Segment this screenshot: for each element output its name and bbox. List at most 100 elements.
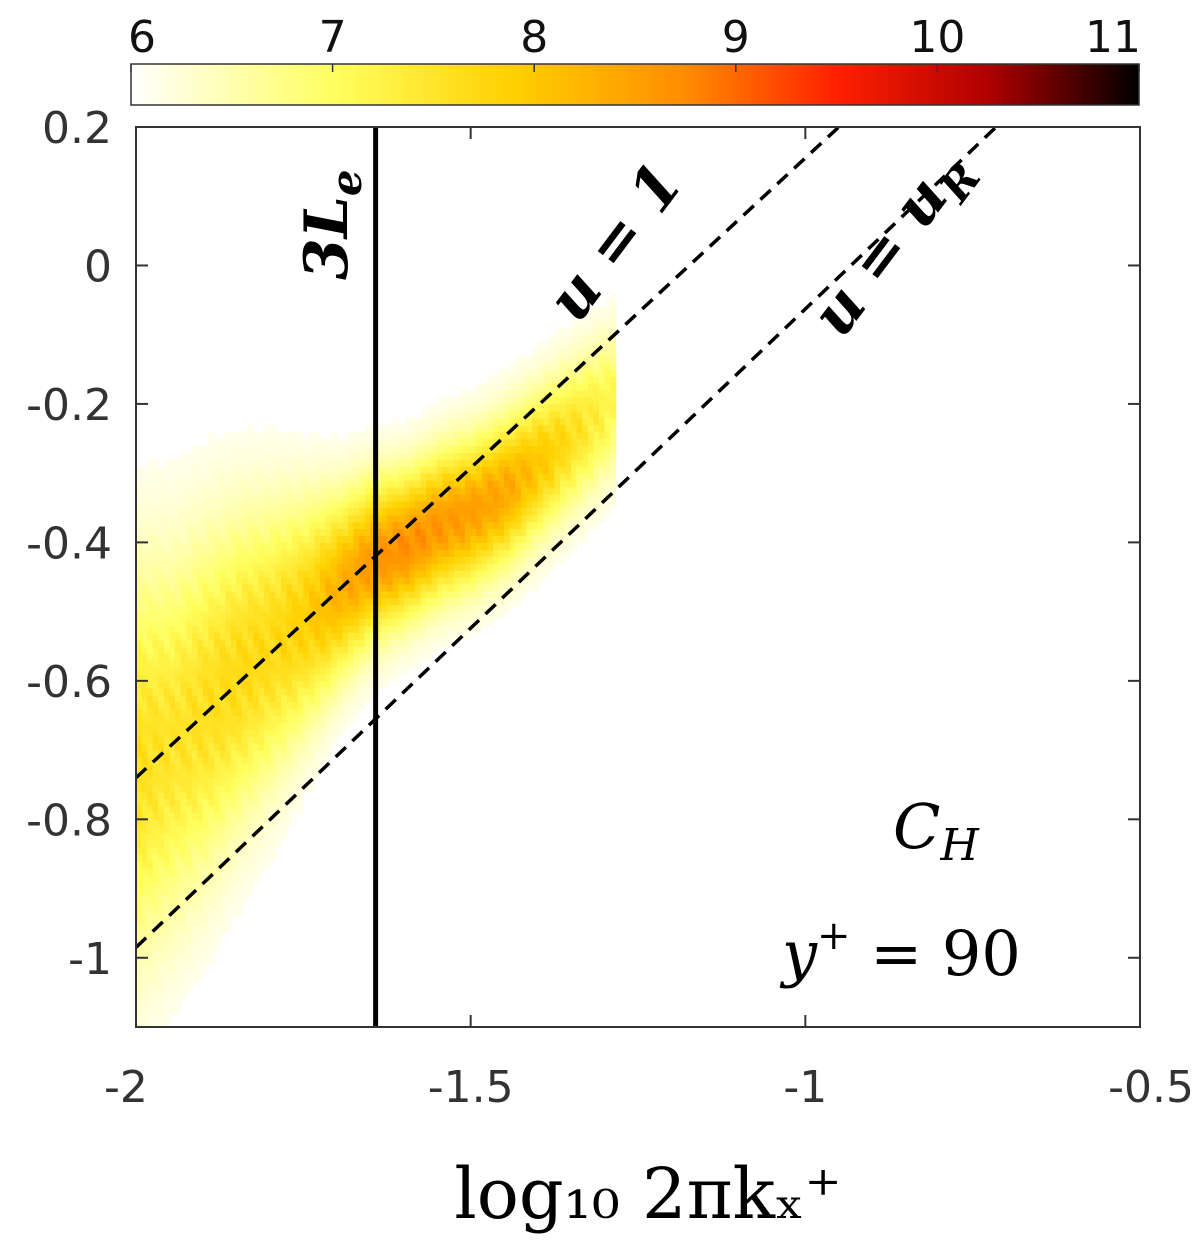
- heatmap-cell: [459, 570, 466, 578]
- heatmap-cell: [191, 833, 198, 841]
- heatmap-cell: [453, 431, 461, 440]
- heatmap-cell: [375, 639, 382, 647]
- heatmap-cell: [264, 611, 271, 620]
- heatmap-cell: [158, 535, 165, 543]
- heatmap-cell: [559, 514, 567, 523]
- heatmap-cell: [587, 403, 594, 412]
- heatmap-cell: [197, 473, 204, 481]
- heatmap-cell: [504, 397, 511, 405]
- heatmap-cell: [258, 507, 265, 516]
- heatmap-cell: [236, 611, 243, 620]
- heatmap-cell: [571, 424, 578, 433]
- heatmap-cell: [331, 521, 338, 530]
- heatmap-cell: [292, 694, 299, 703]
- heatmap-cell: [442, 417, 449, 426]
- heatmap-cell: [175, 812, 182, 820]
- heatmap-cell: [158, 819, 165, 827]
- heatmap-cell: [487, 403, 494, 412]
- heatmap-cell: [147, 860, 154, 869]
- heatmap-cell: [571, 397, 578, 405]
- heatmap-cell: [297, 445, 304, 453]
- heatmap-cell: [303, 694, 310, 703]
- heatmap-cell: [571, 500, 578, 509]
- heatmap-cell: [604, 473, 611, 481]
- heatmap-cell: [470, 473, 477, 481]
- heatmap-cell: [186, 660, 193, 668]
- heatmap-cell: [610, 320, 617, 329]
- heatmap-cell: [559, 528, 567, 536]
- heatmap-cell: [565, 459, 572, 467]
- heatmap-cell: [593, 452, 600, 460]
- heatmap-cell: [242, 438, 249, 446]
- heatmap-cell: [281, 507, 288, 516]
- heatmap-cell: [152, 909, 159, 917]
- heatmap-cell: [348, 431, 355, 440]
- heatmap-cell: [426, 473, 433, 481]
- heatmap-cell: [520, 355, 528, 363]
- heatmap-cell: [381, 507, 388, 516]
- heatmap-cell: [442, 611, 449, 620]
- heatmap-cell: [163, 507, 171, 516]
- heatmap-cell: [191, 812, 198, 820]
- heatmap-cell: [437, 417, 444, 426]
- heatmap-cell: [219, 930, 226, 938]
- heatmap-cell: [565, 480, 572, 488]
- heatmap-cell: [426, 466, 433, 474]
- heatmap-cell: [520, 445, 528, 453]
- heatmap-cell: [292, 493, 299, 502]
- heatmap-cell: [559, 507, 567, 516]
- heatmap-cell: [147, 1020, 154, 1027]
- heatmap-cell: [314, 722, 321, 730]
- heatmap-cell: [504, 473, 511, 481]
- heatmap-cell: [381, 445, 388, 453]
- heatmap-cell: [258, 625, 265, 633]
- heatmap-cell: [225, 763, 232, 772]
- heatmap-cell: [565, 390, 572, 398]
- heatmap-cell: [565, 549, 572, 557]
- heatmap-cell: [186, 694, 193, 703]
- heatmap-cell: [214, 493, 221, 502]
- heatmap-cell: [236, 853, 243, 862]
- heatmap-cell: [543, 362, 550, 370]
- heatmap-cell: [375, 473, 382, 481]
- heatmap-cell: [336, 673, 343, 682]
- heatmap-cell: [141, 957, 148, 966]
- heatmap-cell: [230, 902, 237, 910]
- heatmap-cell: [214, 466, 221, 474]
- axes-frame: [135, 126, 1141, 1028]
- heatmap-cell: [392, 556, 399, 564]
- heatmap-cell: [509, 369, 516, 377]
- heatmap-cell: [554, 452, 561, 460]
- heatmap-cell: [610, 417, 617, 426]
- heatmap-cell: [269, 770, 277, 779]
- heatmap-cell: [593, 466, 600, 474]
- heatmap-cell: [275, 507, 282, 516]
- heatmap-cell: [431, 632, 438, 640]
- heatmap-cell: [515, 500, 522, 509]
- heatmap-cell: [548, 452, 555, 460]
- heatmap-cell: [197, 743, 204, 751]
- heatmap-cell: [175, 750, 182, 758]
- heatmap-cell: [175, 784, 182, 793]
- heatmap-cell: [202, 916, 210, 924]
- heatmap-cell: [504, 466, 511, 474]
- heatmap-cell: [437, 445, 444, 453]
- heatmap-cell: [403, 583, 410, 592]
- heatmap-cell: [481, 383, 488, 391]
- heatmap-cell: [191, 493, 198, 502]
- heatmap-cell: [308, 445, 316, 453]
- heatmap-cell: [504, 445, 511, 453]
- heatmap-cell: [414, 417, 422, 426]
- heatmap-cell: [292, 556, 299, 564]
- heatmap-cell: [275, 701, 282, 710]
- heatmap-cell: [292, 708, 299, 716]
- heatmap-cell: [414, 549, 422, 557]
- heatmap-cell: [453, 549, 461, 557]
- heatmap-cell: [504, 549, 511, 557]
- heatmap-cell: [303, 653, 310, 661]
- heatmap-cell: [331, 549, 338, 557]
- heatmap-cell: [493, 535, 500, 543]
- heatmap-cell: [175, 715, 182, 723]
- heatmap-cell: [219, 611, 226, 620]
- heatmap-cell: [593, 473, 600, 481]
